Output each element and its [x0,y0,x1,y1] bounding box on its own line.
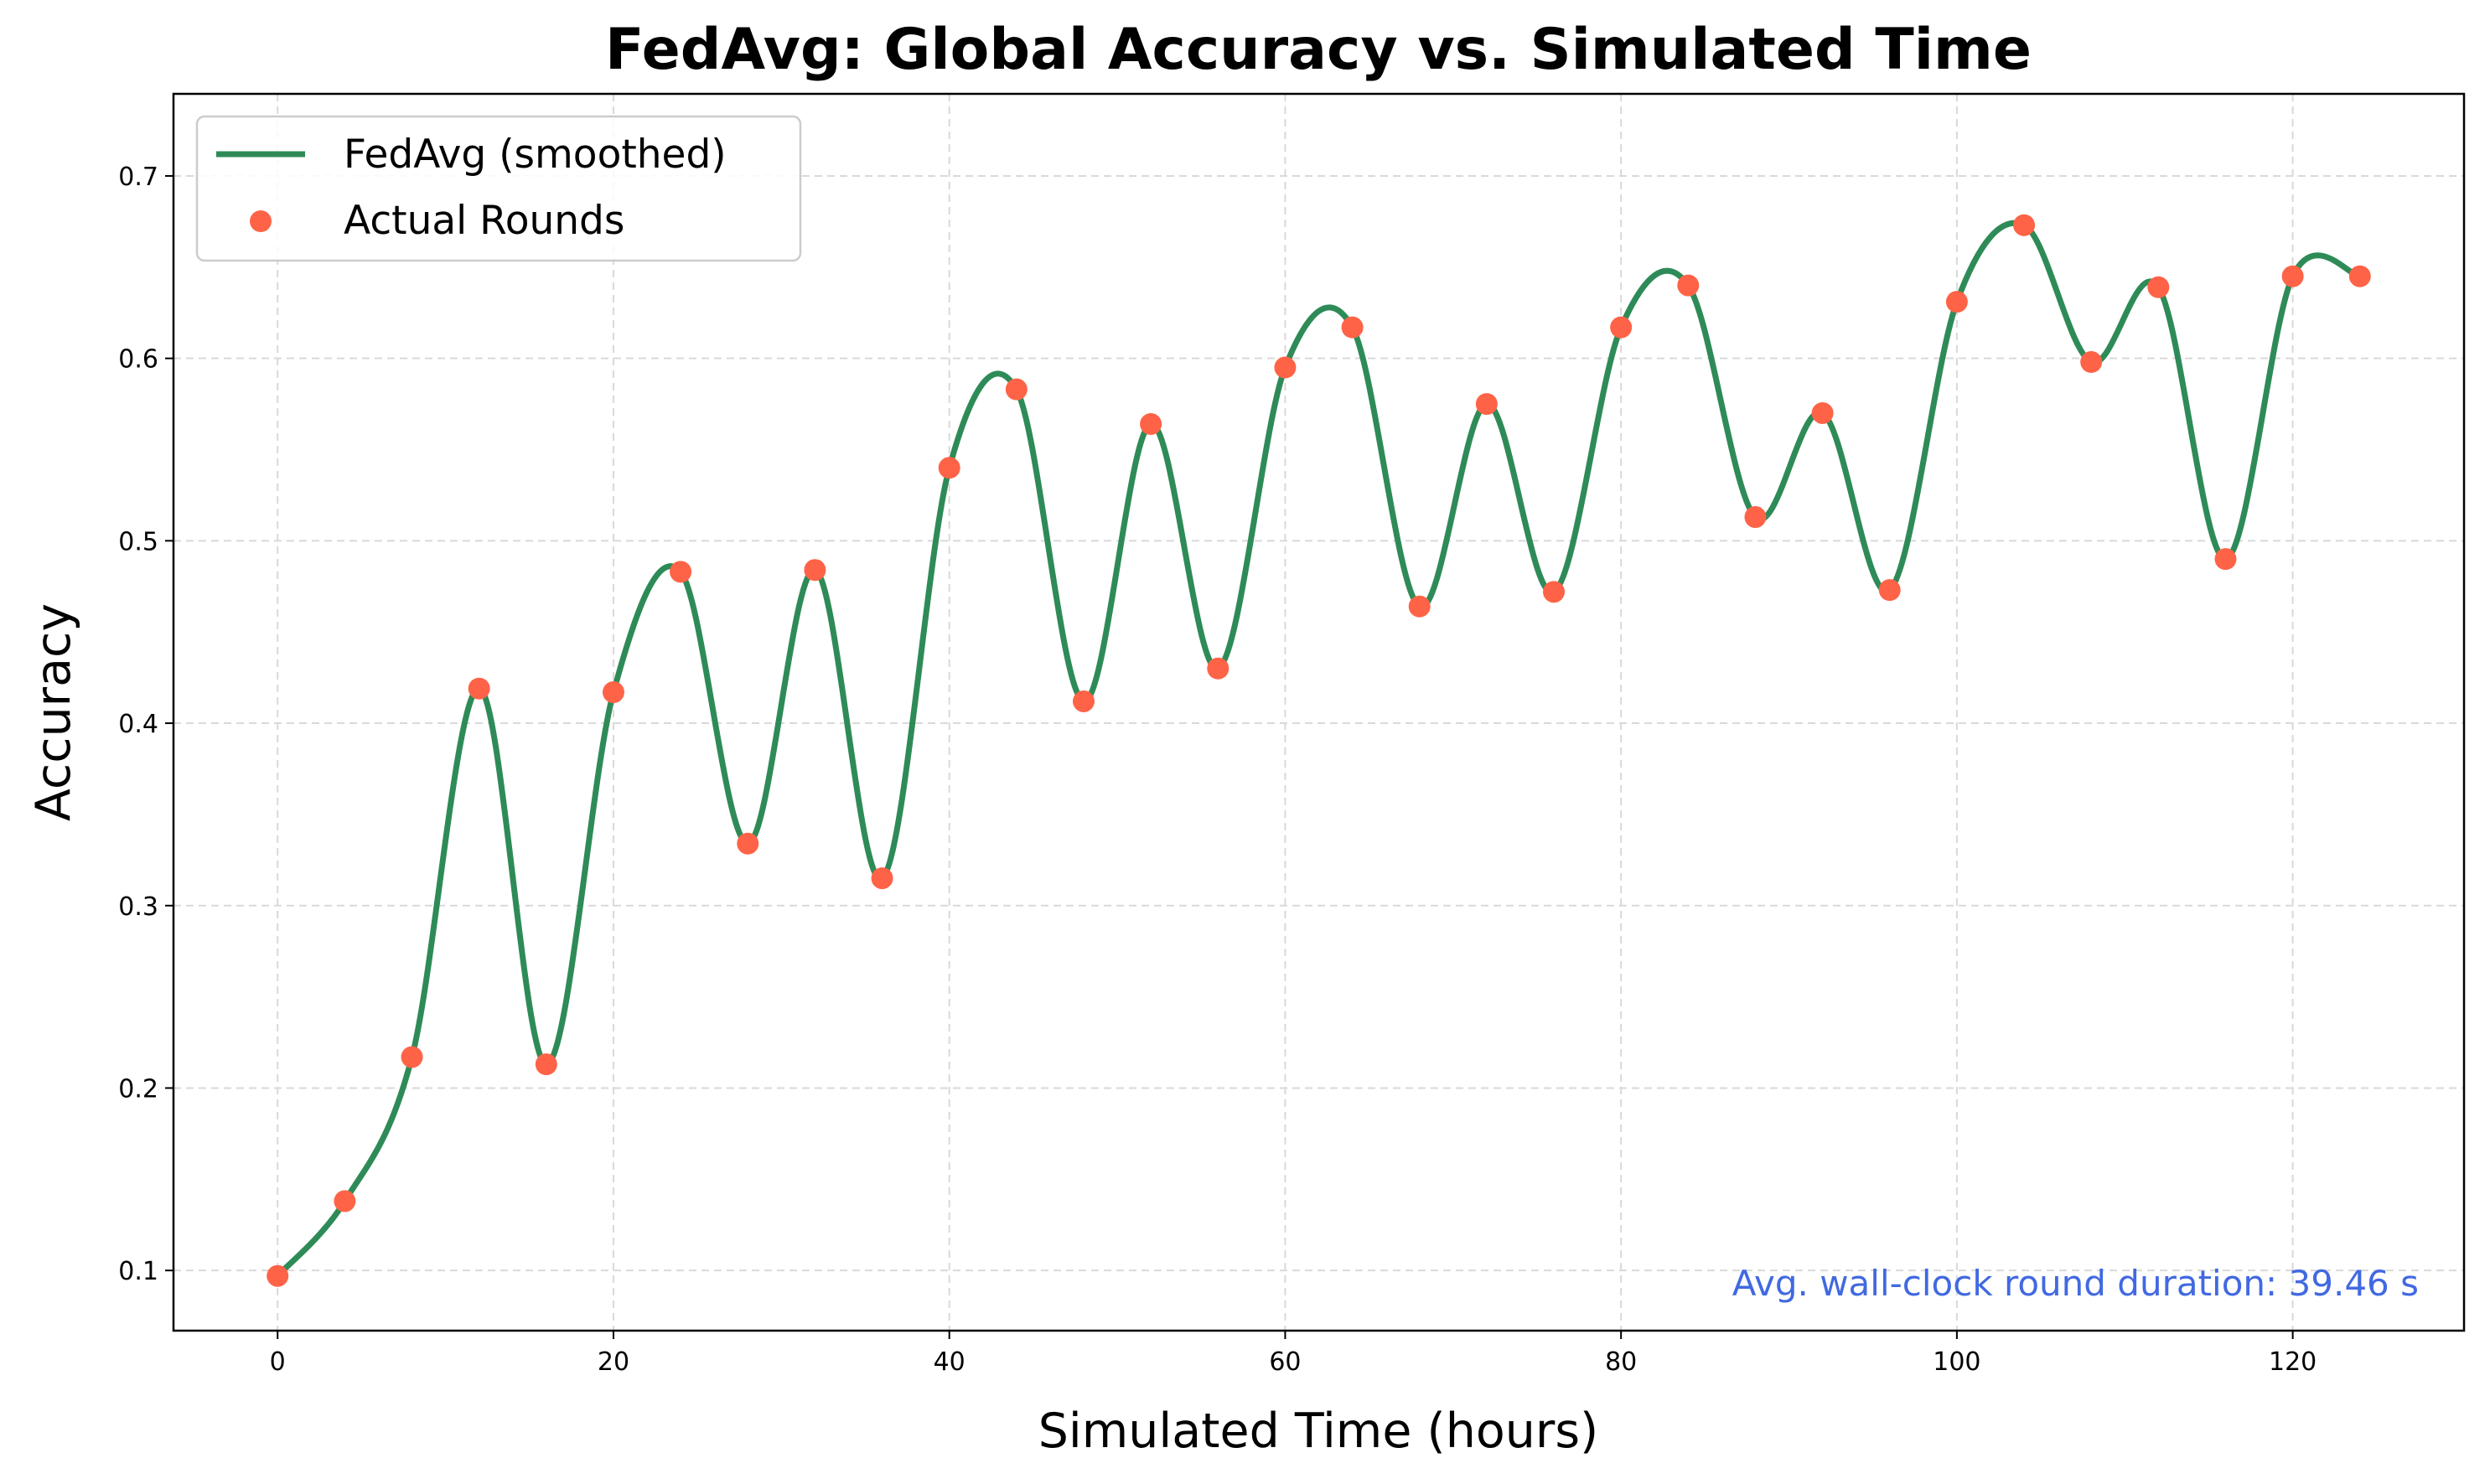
legend-label-actual: Actual Rounds [344,198,624,244]
y-tick-label: 0.6 [118,345,158,375]
round-point [1543,581,1566,603]
x-tick-label: 100 [1933,1347,1980,1377]
x-axis-label: Simulated Time (hours) [1038,1404,1599,1459]
axis-ticks: 0 20 40 60 80 100 120 0.1 0.2 0.3 0.4 0.5 0.6 0.7 [118,163,2317,1377]
y-tick-label: 0.3 [118,892,158,922]
round-point [804,559,826,582]
round-point [1475,393,1498,416]
round-point [535,1053,557,1076]
round-point [1408,595,1431,618]
round-point [1744,506,1767,529]
round-point [2147,276,2170,298]
round-point [1341,316,1364,339]
round-point [737,832,759,855]
round-point [602,681,624,704]
x-tick-label: 0 [270,1347,286,1377]
legend-box [195,115,802,262]
round-point [1878,579,1901,602]
y-axis-label: Accuracy [26,603,81,821]
avg-duration-annotation: Avg. wall-clock round duration: 39.46 s [1732,1263,2419,1304]
round-point [2214,548,2237,571]
round-point [871,867,893,890]
series-layer [267,214,2371,1287]
round-point [1610,316,1633,339]
round-point [1072,690,1095,712]
round-point [938,457,960,479]
round-point [401,1046,423,1068]
round-point [1005,378,1028,401]
round-point [1677,274,1700,297]
round-point [1811,401,1834,424]
chart-title: FedAvg: Global Accuracy vs. Simulated Ti… [605,17,2032,83]
round-point [267,1264,289,1287]
round-point [2080,351,2103,374]
round-point [1945,291,1968,313]
round-point [2348,265,2371,287]
round-point [1207,657,1229,680]
round-point [1140,413,1162,436]
round-point [1274,356,1297,379]
x-tick-label: 40 [934,1347,965,1377]
round-point [2013,214,2036,236]
round-point [2281,265,2304,287]
y-tick-label: 0.2 [118,1074,158,1104]
round-point [670,561,692,583]
grid [173,94,2464,1331]
legend: FedAvg (smoothed) Actual Rounds [195,115,802,262]
x-tick-label: 20 [598,1347,629,1377]
y-tick-label: 0.4 [118,710,158,739]
y-tick-label: 0.5 [118,527,158,556]
y-tick-label: 0.7 [118,163,158,192]
round-point [468,677,490,700]
x-tick-label: 60 [1269,1347,1301,1377]
legend-label-smoothed: FedAvg (smoothed) [344,132,727,178]
y-tick-label: 0.1 [118,1257,158,1286]
plot-area-frame [172,92,2466,1332]
legend-marker-swatch [250,210,272,232]
x-tick-label: 120 [2269,1347,2317,1377]
x-tick-label: 80 [1605,1347,1637,1377]
round-point [334,1190,356,1213]
